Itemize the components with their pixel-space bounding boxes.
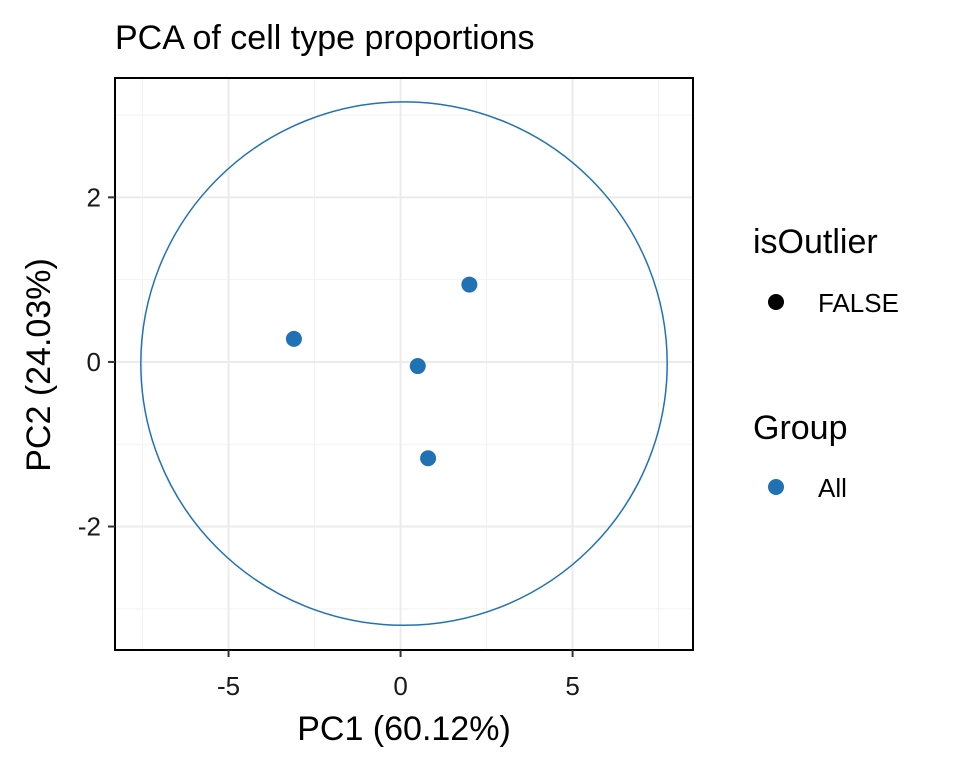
legend-key-all xyxy=(768,479,784,495)
x-tick-label: 5 xyxy=(565,671,579,701)
y-axis: -2 0 2 xyxy=(78,182,115,542)
y-tick-label: -2 xyxy=(78,512,101,542)
minor-gridlines xyxy=(115,78,693,650)
data-point xyxy=(409,358,426,375)
y-tick-label: 2 xyxy=(87,182,101,212)
legend-key-false xyxy=(768,294,784,310)
x-tick-label: 0 xyxy=(393,671,407,701)
panel-border xyxy=(114,77,694,651)
plot-area xyxy=(114,77,694,651)
x-axis-title: PC1 (60.12%) xyxy=(297,710,511,748)
legend-label-false: FALSE xyxy=(818,288,899,318)
y-axis-title: PC2 (24.03%) xyxy=(20,258,58,472)
legend: isOutlier FALSE Group All xyxy=(753,223,899,503)
data-point xyxy=(285,330,302,347)
data-points xyxy=(285,276,478,467)
legend-title-isoutlier: isOutlier xyxy=(753,223,878,261)
x-tick-label: -5 xyxy=(217,671,240,701)
legend-label-all: All xyxy=(818,473,847,503)
major-gridlines xyxy=(115,78,693,650)
chart-title: PCA of cell type proportions xyxy=(115,19,535,57)
y-tick-label: 0 xyxy=(87,347,101,377)
confidence-ellipse xyxy=(140,101,668,627)
legend-title-group: Group xyxy=(753,409,848,447)
data-point xyxy=(420,450,437,467)
data-point xyxy=(461,276,478,293)
x-axis: -5 0 5 xyxy=(217,650,580,701)
